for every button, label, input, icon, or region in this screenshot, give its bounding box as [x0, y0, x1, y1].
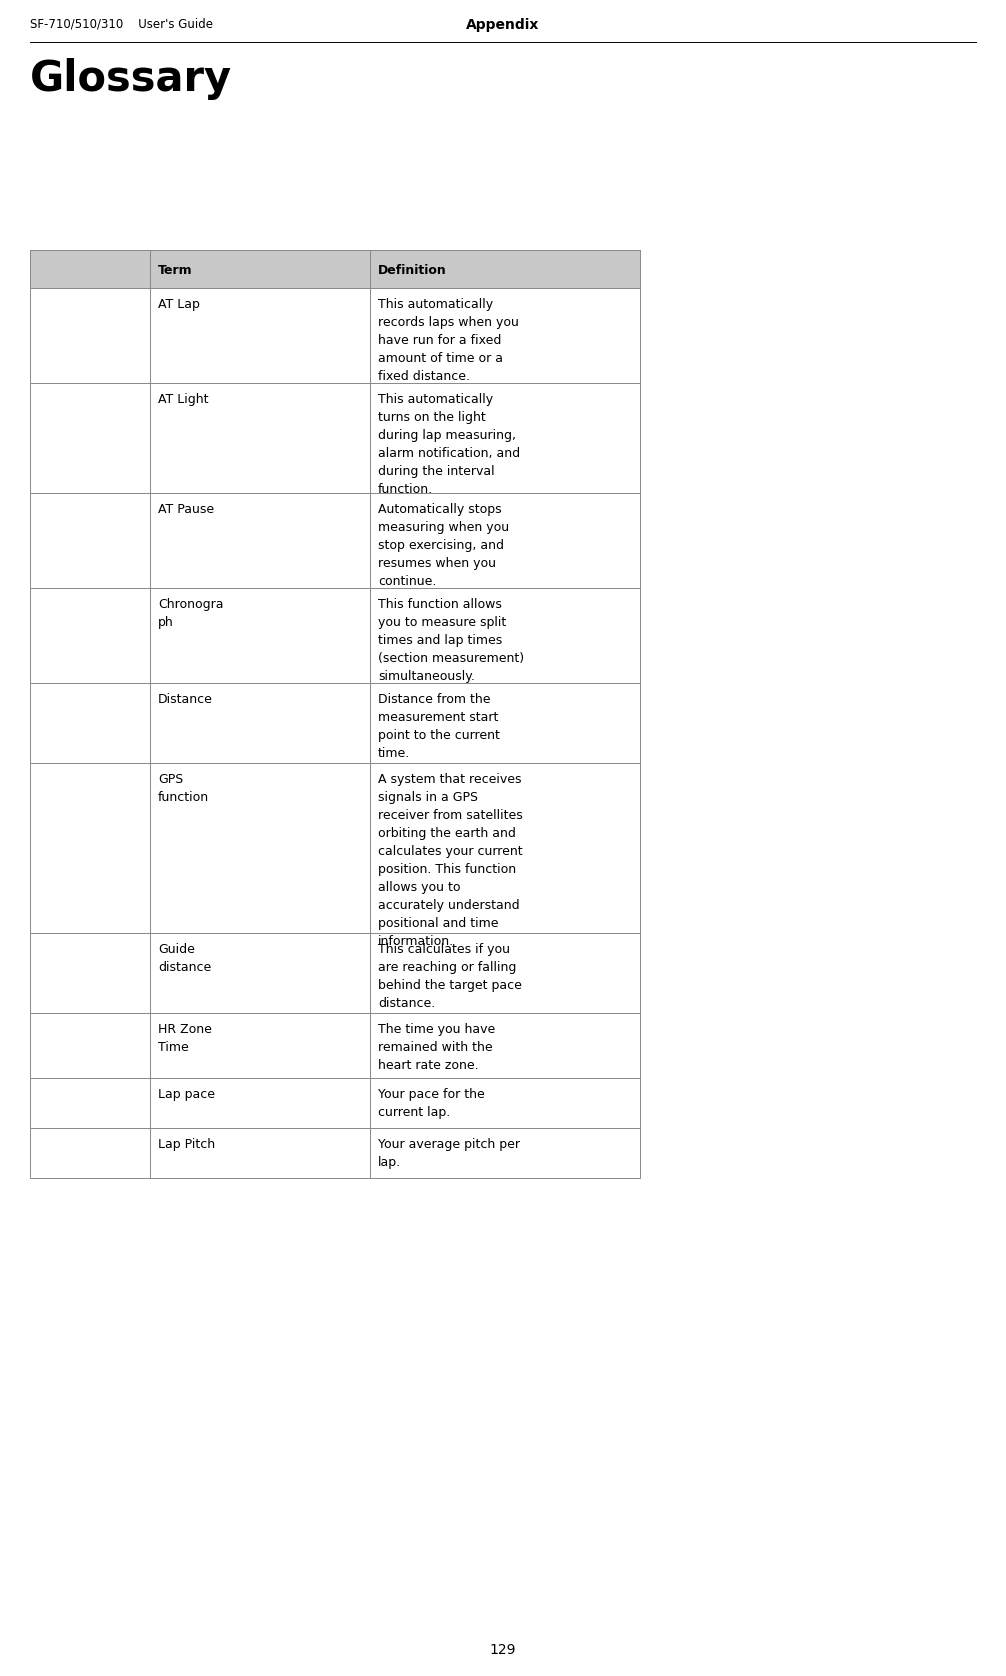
- Bar: [30, 250, 640, 288]
- Text: Term: Term: [158, 263, 192, 277]
- Text: Glossary: Glossary: [30, 59, 232, 101]
- Text: Your average pitch per
lap.: Your average pitch per lap.: [378, 1138, 520, 1168]
- Bar: [30, 588, 640, 684]
- Bar: [30, 1012, 640, 1078]
- Text: Chronogra
ph: Chronogra ph: [158, 598, 223, 628]
- Text: This automatically
records laps when you
have run for a fixed
amount of time or : This automatically records laps when you…: [378, 298, 519, 384]
- Bar: [30, 684, 640, 763]
- Text: HR Zone
Time: HR Zone Time: [158, 1022, 212, 1054]
- Text: Lap Pitch: Lap Pitch: [158, 1138, 215, 1151]
- Text: This calculates if you
are reaching or falling
behind the target pace
distance.: This calculates if you are reaching or f…: [378, 944, 522, 1011]
- Text: The time you have
remained with the
heart rate zone.: The time you have remained with the hear…: [378, 1022, 495, 1073]
- Bar: [30, 684, 640, 763]
- Text: Your pace for the
current lap.: Your pace for the current lap.: [378, 1088, 485, 1120]
- Bar: [30, 1078, 640, 1128]
- Text: Lap pace: Lap pace: [158, 1088, 215, 1101]
- Bar: [30, 1128, 640, 1178]
- Text: 129: 129: [490, 1642, 516, 1658]
- Bar: [30, 763, 640, 934]
- Text: This function allows
you to measure split
times and lap times
(section measureme: This function allows you to measure spli…: [378, 598, 524, 684]
- Text: AT Lap: AT Lap: [158, 298, 200, 312]
- Bar: [30, 1012, 640, 1078]
- Text: SF-710/510/310    User's Guide: SF-710/510/310 User's Guide: [30, 18, 213, 30]
- Text: A system that receives
signals in a GPS
receiver from satellites
orbiting the ea: A system that receives signals in a GPS …: [378, 773, 523, 949]
- Bar: [30, 934, 640, 1012]
- Text: AT Light: AT Light: [158, 392, 208, 406]
- Bar: [30, 384, 640, 493]
- Text: AT Pause: AT Pause: [158, 503, 214, 516]
- Bar: [30, 250, 640, 288]
- Text: Definition: Definition: [378, 263, 447, 277]
- Bar: [30, 1078, 640, 1128]
- Text: Appendix: Appendix: [467, 18, 539, 32]
- Text: Distance from the
measurement start
point to the current
time.: Distance from the measurement start poin…: [378, 692, 500, 759]
- Bar: [30, 934, 640, 1012]
- Bar: [30, 288, 640, 384]
- Bar: [30, 1128, 640, 1178]
- Text: Automatically stops
measuring when you
stop exercising, and
resumes when you
con: Automatically stops measuring when you s…: [378, 503, 509, 588]
- Text: Distance: Distance: [158, 692, 213, 706]
- Bar: [30, 763, 640, 934]
- Text: GPS
function: GPS function: [158, 773, 209, 804]
- Bar: [30, 288, 640, 384]
- Bar: [30, 588, 640, 684]
- Bar: [30, 493, 640, 588]
- Bar: [30, 493, 640, 588]
- Text: Guide
distance: Guide distance: [158, 944, 211, 974]
- Bar: [30, 384, 640, 493]
- Text: This automatically
turns on the light
during lap measuring,
alarm notification, : This automatically turns on the light du…: [378, 392, 520, 496]
